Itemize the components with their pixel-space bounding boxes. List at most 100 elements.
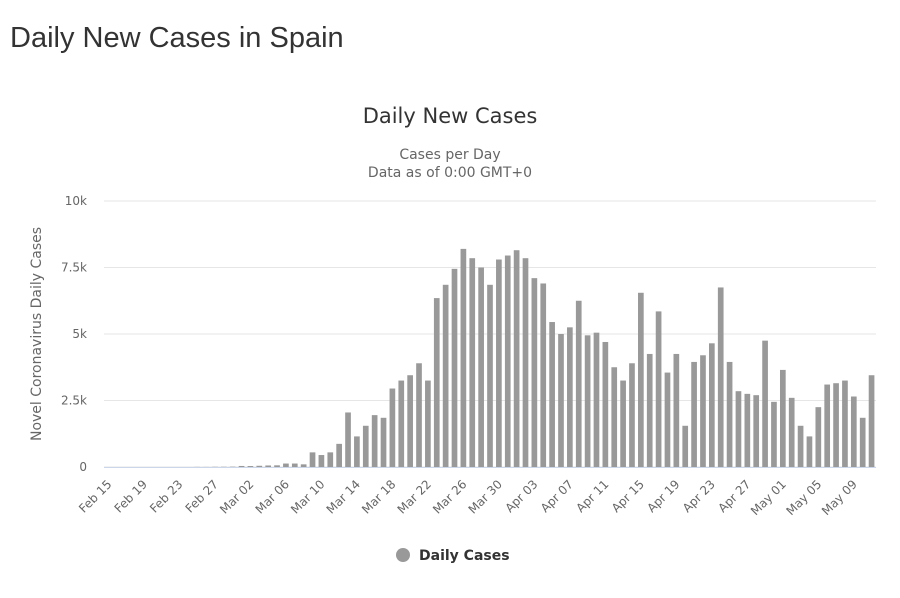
bar	[442, 284, 449, 467]
bar	[717, 287, 724, 467]
bar	[531, 278, 538, 467]
bar	[398, 380, 405, 467]
bar	[247, 466, 254, 467]
bar	[815, 407, 822, 467]
bar	[646, 353, 653, 467]
x-tick-label: Feb 23	[147, 477, 185, 515]
bar	[584, 335, 591, 467]
x-tick-label: Mar 06	[253, 477, 292, 516]
bar	[487, 284, 493, 467]
bar	[389, 388, 396, 467]
bar	[602, 341, 609, 467]
bar	[567, 327, 573, 467]
bar	[806, 436, 813, 467]
bar	[744, 393, 751, 467]
bar	[726, 361, 733, 467]
bar	[842, 380, 848, 467]
bar	[291, 463, 298, 467]
bar	[868, 375, 875, 467]
bar	[797, 425, 804, 467]
bar	[265, 465, 272, 467]
bar	[664, 372, 671, 467]
x-tick-label: May 05	[783, 477, 824, 518]
y-tick-label: 7.5k	[61, 261, 87, 275]
bar	[478, 267, 484, 467]
x-tick-label: Mar 14	[324, 477, 363, 516]
y-axis-label: Novel Coronavirus Daily Cases	[29, 227, 45, 441]
bar	[522, 258, 529, 467]
bar	[380, 417, 387, 467]
y-tick-label: 5k	[72, 327, 87, 341]
bar	[469, 258, 476, 467]
bar	[771, 401, 777, 467]
bar	[779, 369, 786, 467]
bar	[611, 367, 618, 467]
bar	[451, 268, 458, 467]
bar	[540, 283, 547, 467]
bar	[824, 384, 831, 467]
x-tick-label: Apr 03	[502, 477, 540, 515]
bar	[753, 395, 760, 467]
bar	[682, 425, 689, 467]
chart-title: Daily New Cases	[363, 104, 538, 128]
bar	[700, 355, 706, 467]
y-tick-label: 2.5k	[61, 394, 87, 408]
bar	[593, 332, 600, 467]
x-tick-label: Apr 23	[680, 477, 718, 515]
chart-subtitle: Data as of 0:00 GMT+0	[368, 165, 532, 181]
bar	[433, 298, 440, 467]
page-title: Daily New Cases in Spain	[10, 22, 344, 54]
bar	[300, 464, 307, 467]
x-tick-label: Apr 07	[538, 477, 576, 515]
bar	[407, 375, 413, 467]
bar	[274, 465, 280, 467]
bar	[513, 250, 520, 467]
y-tick-label: 0	[79, 460, 87, 474]
x-tick-label: Mar 10	[288, 477, 327, 516]
bar	[762, 340, 768, 467]
bar	[788, 397, 795, 467]
bar	[504, 255, 511, 467]
bar	[549, 322, 555, 467]
bar	[575, 300, 582, 467]
legend-label: Daily Cases	[419, 548, 510, 564]
bar	[460, 248, 467, 467]
bar	[425, 380, 431, 467]
x-tick-label: Apr 19	[644, 477, 682, 515]
bar	[327, 452, 334, 467]
x-tick-label: Mar 30	[466, 477, 505, 516]
x-tick-label: May 01	[748, 477, 789, 518]
x-tick-label: Mar 02	[217, 477, 256, 516]
legend-marker	[396, 548, 410, 562]
bar	[691, 361, 697, 467]
x-tick-label: May 09	[819, 477, 860, 518]
bar	[638, 292, 644, 467]
bar	[859, 417, 866, 467]
x-tick-label: Mar 22	[395, 477, 434, 516]
bar	[708, 343, 715, 467]
bar	[655, 311, 662, 467]
bar	[620, 380, 626, 467]
x-tick-label: Mar 18	[359, 477, 398, 516]
bar	[318, 455, 325, 467]
bar	[558, 334, 564, 467]
chart-subtitle: Cases per Day	[399, 147, 500, 163]
bar	[833, 383, 839, 467]
bar	[256, 465, 263, 467]
x-tick-label: Feb 15	[76, 477, 114, 515]
bar	[336, 443, 342, 467]
x-tick-label: Apr 11	[573, 477, 611, 515]
bar	[362, 425, 369, 467]
bar	[673, 353, 680, 467]
bar	[283, 463, 289, 467]
bar	[850, 396, 857, 467]
x-tick-label: Feb 27	[183, 477, 221, 515]
bar	[354, 436, 360, 467]
bar	[496, 259, 502, 467]
bar	[238, 465, 245, 467]
x-tick-label: Feb 19	[112, 477, 150, 515]
bar	[309, 452, 316, 467]
x-tick-label: Apr 15	[609, 477, 647, 515]
